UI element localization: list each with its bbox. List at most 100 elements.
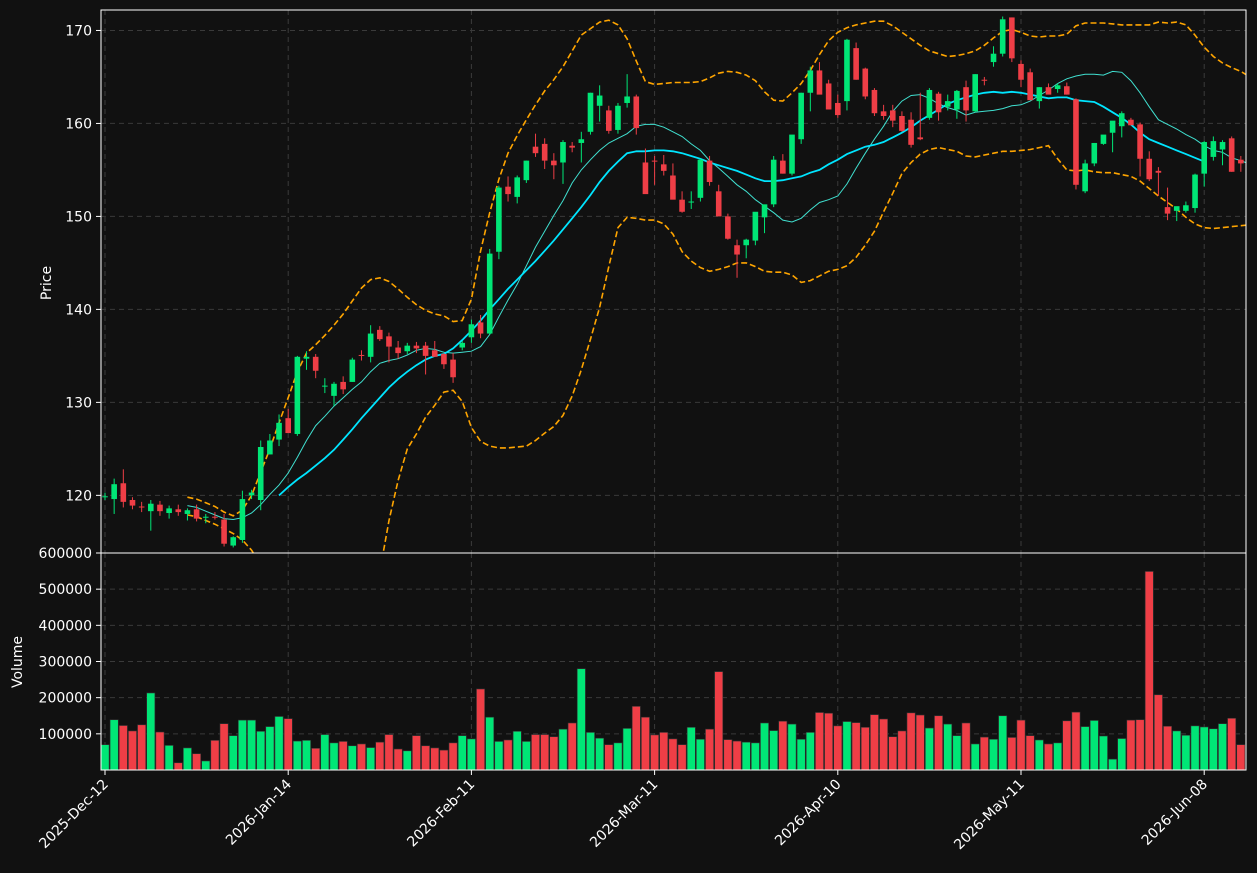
candle-body-up [1183,205,1189,211]
candle-body-up [1118,113,1125,127]
volume-bar [879,718,888,770]
price-panel [102,16,1246,553]
candle-body-up [1219,142,1226,150]
candle-body-up [404,345,411,352]
candle-body-down [551,160,557,166]
candle-body-down [441,354,447,365]
candle-body-up [1100,134,1107,144]
candle-body-down [377,329,383,340]
candle-body-down [935,93,942,113]
candle-body-down [1073,99,1079,185]
volume-bar [897,730,907,770]
volume-bar [274,716,284,770]
volume-bar [1144,571,1154,770]
candle-body-up [468,324,475,338]
volume-bar [1190,725,1200,770]
volume-bar [320,734,330,770]
volume-bar [521,741,531,770]
candle-body-down [871,89,878,114]
candle-body-down [825,83,832,110]
candle-body-down [129,500,136,506]
volume-bar [494,741,504,770]
volume-bar [265,726,275,770]
volume-bar [183,747,192,770]
volume-bar [1025,735,1035,770]
candle-body-up [972,74,978,112]
candle-body-down [1064,86,1070,95]
candle-body-up [578,139,585,143]
volume-bar [1135,719,1145,770]
volume-bar [302,740,311,770]
candle-body-up [184,510,191,514]
volume-bar [402,750,412,770]
candle-body-up [624,96,630,103]
volume-bar [1007,737,1017,770]
candle-body-down [780,160,786,174]
candle-body-up [1210,141,1217,157]
candle-body-down [422,345,429,356]
volume-bar [238,719,247,770]
candlesticks [102,16,1244,548]
volume-bar [430,747,440,770]
candle-body-up [459,342,466,348]
candle-body-up [166,508,172,514]
volume-bar [961,722,971,770]
volume-bar [604,744,614,770]
candle-body-down [532,146,539,154]
volume-bar [384,734,394,770]
volume-bar [283,718,293,770]
candle-body-down [862,68,869,97]
candle-body-down [138,506,145,508]
volume-bar [366,747,376,770]
volume-bar [787,723,797,770]
candle-body-down [450,359,456,378]
candle-body-up [798,92,804,140]
volume-bar [1080,726,1090,770]
candle-body-down [660,164,667,171]
candle-body-up [239,499,246,540]
candle-body-down [715,191,722,217]
volume-bar [815,712,824,770]
candle-body-down [917,137,924,140]
price-tick-label: 130 [65,395,92,411]
candle-body-up [303,356,310,359]
volume-bar [347,745,357,770]
candle-body-up [999,19,1006,54]
candle-body-up [230,537,237,546]
volume-bar [109,719,119,770]
volume-bar [375,741,385,770]
candle-body-up [1082,163,1088,192]
bollinger-upper-line [187,19,1246,517]
candle-body-down [1146,158,1153,180]
volume-bar [1099,735,1108,770]
candle-body-down [157,504,163,512]
candle-body-up [615,105,621,130]
candle-body-up [1091,142,1098,164]
volume-bar [870,714,879,770]
candle-body-up [743,239,749,246]
volume-bar [576,668,586,770]
volume-bar [1044,743,1053,770]
candle-body-up [596,95,603,106]
candle-body-down [963,87,969,111]
price-tick-label: 140 [65,302,92,318]
volume-tick-label: 400000 [39,618,92,634]
volume-tick-label: 100000 [39,727,92,743]
candle-body-down [679,199,685,212]
volume-bar [970,743,980,770]
candle-body-down [1155,170,1162,173]
candle-body-up [1173,206,1180,211]
candle-body-up [331,383,337,396]
volume-bar [705,728,714,770]
volume-bar [595,737,605,770]
price-axis-label: Price [39,266,55,300]
volume-bar [769,730,779,770]
volume-bar [778,720,788,770]
candle-body-up [257,447,264,501]
candle-body-up [587,92,594,132]
volume-bar [128,730,137,770]
volume-bar [796,738,806,770]
volume-bar [998,715,1008,770]
